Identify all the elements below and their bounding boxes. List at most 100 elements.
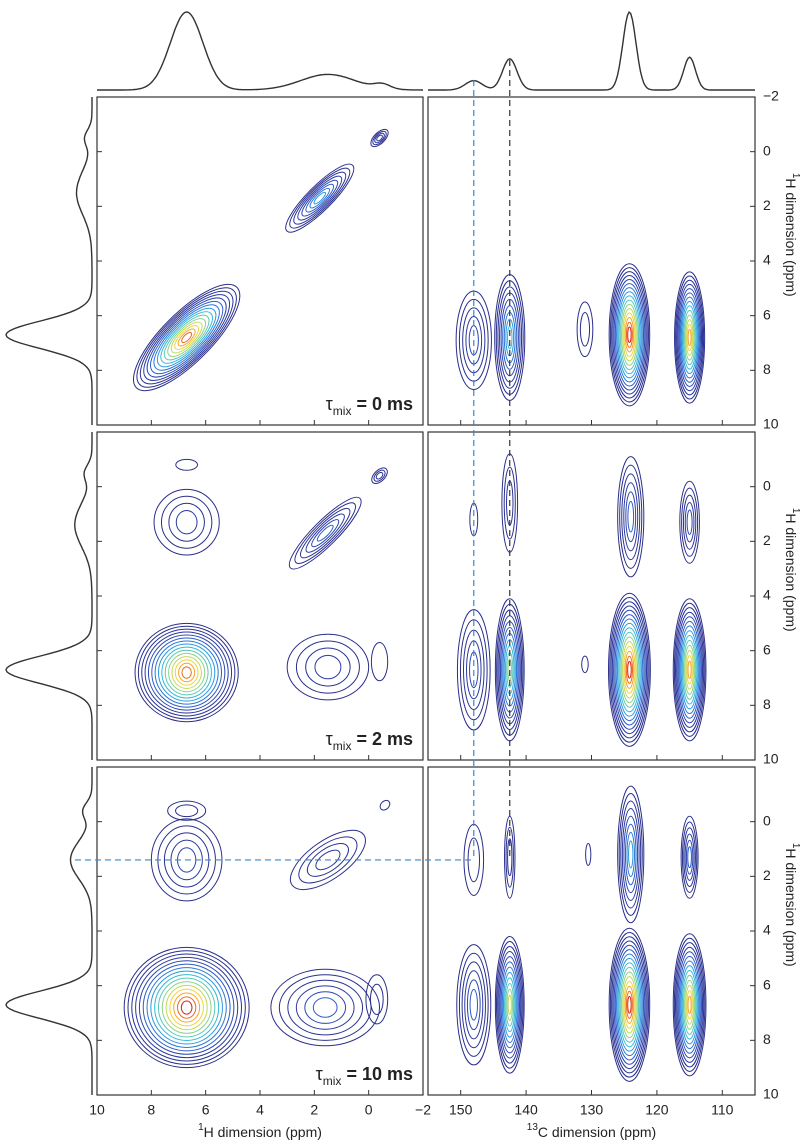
contour <box>160 495 213 549</box>
contour <box>677 951 702 1059</box>
contour <box>137 625 236 720</box>
y-tick-label: −2 <box>763 88 779 104</box>
contour <box>180 1000 193 1015</box>
contour <box>617 785 645 924</box>
contour <box>682 494 697 550</box>
contour <box>150 970 223 1045</box>
contour <box>312 997 338 1018</box>
contour <box>611 605 648 735</box>
contour <box>495 280 524 395</box>
contour <box>287 979 364 1036</box>
contour <box>316 524 334 542</box>
contour <box>289 167 351 229</box>
contour <box>627 995 632 1014</box>
contour <box>686 990 693 1020</box>
contour <box>627 326 632 344</box>
contour <box>507 838 513 877</box>
y-tick-label: 6 <box>763 641 771 657</box>
side-projection <box>5 432 93 760</box>
label-symbol: τ <box>326 394 333 414</box>
contour <box>132 283 241 392</box>
contour <box>150 818 223 902</box>
contour <box>177 996 197 1019</box>
contour <box>608 927 651 1082</box>
contour <box>164 649 209 696</box>
contour <box>165 984 208 1031</box>
y-tick-label: 0 <box>763 812 771 828</box>
axis-superscript: 13 <box>527 1122 539 1133</box>
panel-frame <box>96 766 424 1096</box>
contour <box>676 946 704 1063</box>
contour <box>294 502 356 564</box>
contour <box>498 951 522 1059</box>
contour <box>684 833 695 881</box>
contour <box>459 619 488 721</box>
contour <box>156 307 217 368</box>
contour <box>373 469 386 482</box>
mix-time-label: τmix = 2 ms <box>326 729 413 753</box>
contour <box>311 519 340 548</box>
contour <box>169 988 204 1027</box>
contour <box>278 974 372 1041</box>
contour <box>579 312 591 347</box>
contour <box>623 645 636 694</box>
contour <box>613 609 646 730</box>
contour <box>170 321 203 354</box>
y-tick-label: 6 <box>763 976 771 992</box>
contour <box>609 267 649 403</box>
contour <box>157 643 216 702</box>
contour <box>612 940 647 1070</box>
contour <box>625 655 633 684</box>
contour <box>619 966 640 1043</box>
x-tick-label: 140 <box>514 1102 538 1118</box>
y-tick-label: 10 <box>763 751 779 767</box>
axis-text: H dimension (ppm) <box>204 1124 322 1140</box>
contour <box>687 846 692 869</box>
y-tick-label: 0 <box>763 142 771 158</box>
contour <box>687 995 692 1015</box>
contour <box>616 953 643 1057</box>
contour <box>123 946 250 1069</box>
contour <box>370 641 389 682</box>
contour <box>376 134 383 142</box>
contour <box>175 804 199 818</box>
contour <box>174 659 199 686</box>
contour <box>678 620 701 719</box>
y-axis-title: 1H dimension (ppm) <box>783 173 801 297</box>
contour <box>679 625 700 715</box>
y-tick-label: 2 <box>763 867 771 883</box>
contour <box>618 793 643 916</box>
contour <box>616 622 642 717</box>
contour <box>314 654 342 680</box>
panel-frame <box>96 431 424 761</box>
contour <box>379 799 391 811</box>
axis-text: H dimension (ppm) <box>783 848 799 966</box>
x-tick-label: 130 <box>580 1102 604 1118</box>
label-symbol: τ <box>316 1064 323 1084</box>
contour <box>305 647 351 687</box>
contour <box>374 132 385 144</box>
contour <box>173 992 201 1023</box>
x-tick-label: 110 <box>711 1102 734 1118</box>
side-projection <box>5 767 93 1095</box>
contour <box>687 328 692 347</box>
contour <box>168 652 206 693</box>
x-tick-label: 6 <box>202 1102 210 1118</box>
y-tick-label: 8 <box>763 696 771 712</box>
contour <box>617 291 642 379</box>
contour <box>680 296 699 379</box>
label-subscript: mix <box>333 404 352 418</box>
contour <box>494 935 525 1074</box>
contour <box>623 482 639 552</box>
contour <box>139 290 234 385</box>
contour <box>619 631 640 708</box>
x-tick-label: 10 <box>89 1102 105 1118</box>
contour <box>622 641 637 699</box>
contour <box>623 312 636 358</box>
contour <box>611 936 648 1074</box>
contour <box>677 283 703 392</box>
contour <box>375 471 384 480</box>
contour <box>288 496 362 570</box>
contour <box>618 962 641 1048</box>
contour <box>154 974 220 1041</box>
